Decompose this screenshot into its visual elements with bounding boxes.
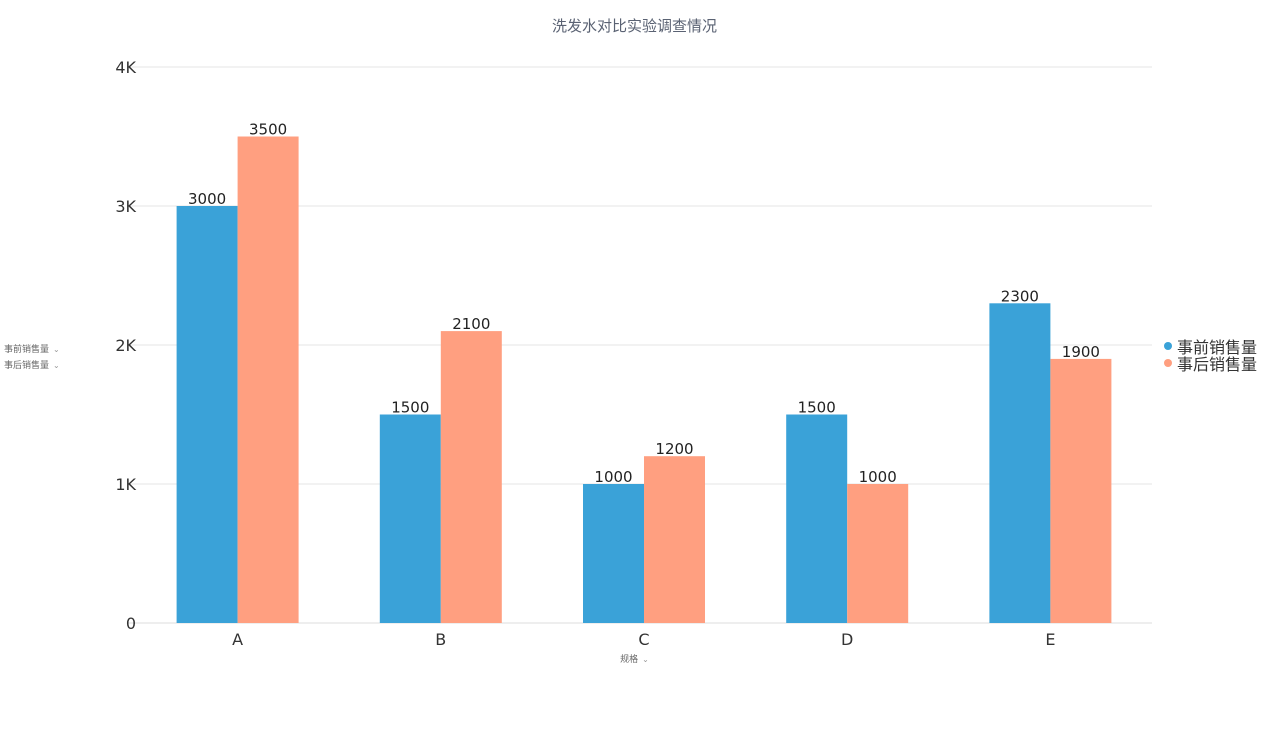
x-axis-field[interactable]: 规格 ⌄ xyxy=(0,652,1269,665)
y-tick-label: 2K xyxy=(115,336,136,355)
data-label: 3000 xyxy=(188,190,226,208)
bar xyxy=(440,331,502,623)
x-tick-label: C xyxy=(638,630,649,649)
bar xyxy=(989,303,1051,623)
legend-item-before[interactable]: 事前销售量 xyxy=(1164,337,1257,357)
y-axis-field-before[interactable]: 事前销售量 ⌄ xyxy=(4,342,60,355)
data-label: 3500 xyxy=(249,121,287,139)
y-axis-field-label: 事前销售量 xyxy=(4,345,50,355)
bar xyxy=(786,414,848,623)
data-label: 1200 xyxy=(655,440,693,458)
x-tick-label: D xyxy=(841,630,853,649)
y-tick-label: 3K xyxy=(115,197,136,216)
legend-label: 事后销售量 xyxy=(1177,354,1258,374)
legend: 事前销售量 事后销售量 xyxy=(1164,337,1257,374)
legend-dot-icon xyxy=(1164,358,1172,367)
legend-dot-icon xyxy=(1164,341,1172,350)
y-tick-label: 1K xyxy=(115,475,136,494)
data-label: 1500 xyxy=(798,399,836,417)
data-label: 1900 xyxy=(1062,343,1100,361)
y-tick-label: 4K xyxy=(115,58,136,77)
chevron-down-icon[interactable]: ⌄ xyxy=(53,361,60,370)
legend-label: 事前销售量 xyxy=(1177,337,1258,357)
data-label: 1000 xyxy=(594,468,632,486)
chevron-down-icon[interactable]: ⌄ xyxy=(53,345,60,354)
chart-title: 洗发水对比实验调查情况 xyxy=(551,17,717,35)
bar xyxy=(176,206,238,623)
bar xyxy=(847,484,909,623)
data-label: 2100 xyxy=(452,315,490,333)
x-axis-title: 规格 xyxy=(620,655,639,665)
bar xyxy=(644,456,705,623)
x-tick-label: B xyxy=(435,630,446,649)
bar xyxy=(1050,358,1112,623)
data-label: 1000 xyxy=(859,468,897,486)
y-tick-label: 0 xyxy=(126,614,136,633)
data-label: 2300 xyxy=(1001,287,1039,305)
x-tick-label: E xyxy=(1045,630,1055,649)
data-label: 1500 xyxy=(391,399,429,417)
y-axis-field-after[interactable]: 事后销售量 ⌄ xyxy=(4,358,60,371)
y-axis-field-label: 事后销售量 xyxy=(4,361,50,371)
x-tick-label: A xyxy=(232,630,243,649)
bar xyxy=(379,414,441,623)
bar xyxy=(237,136,299,623)
chevron-down-icon[interactable]: ⌄ xyxy=(642,655,649,664)
legend-item-after[interactable]: 事后销售量 xyxy=(1164,354,1257,374)
bar xyxy=(583,484,644,623)
